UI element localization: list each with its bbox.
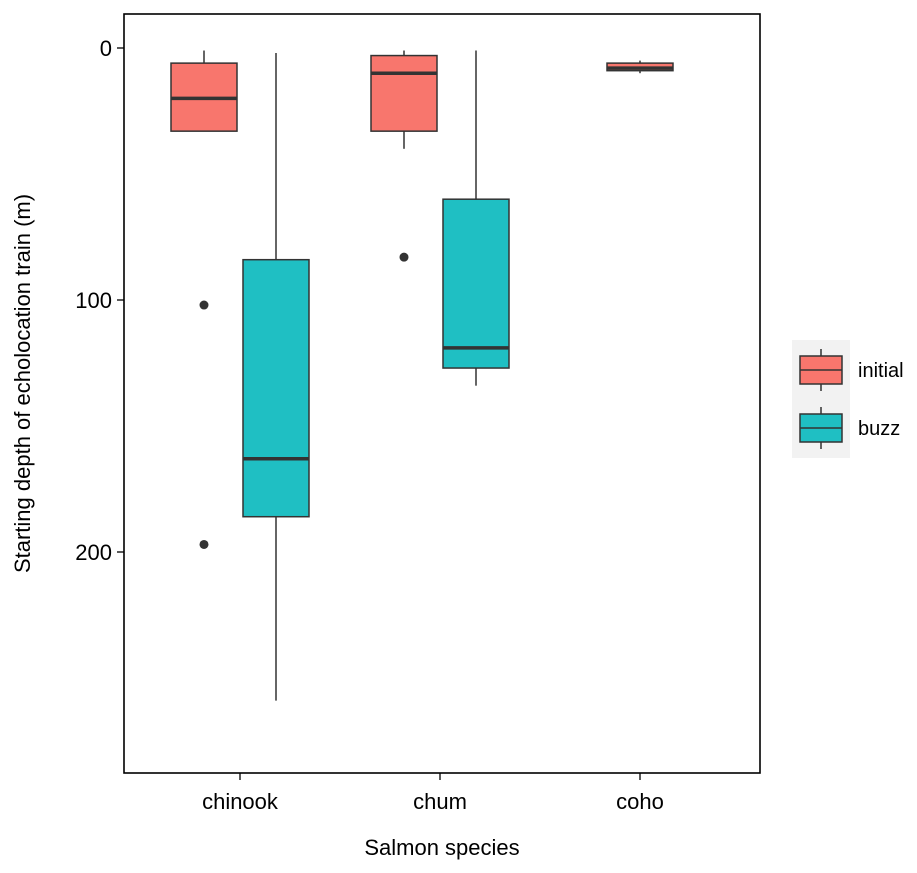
box-buzz-chinook xyxy=(242,53,310,701)
y-axis-title: Starting depth of echolocation train (m) xyxy=(10,194,35,573)
box-initial-chum xyxy=(370,50,438,262)
outlier-point xyxy=(199,539,209,549)
legend: initial buzz xyxy=(792,340,904,458)
outlier-point xyxy=(199,300,209,310)
legend-label: buzz xyxy=(858,418,900,440)
x-tick-label: chum xyxy=(413,789,467,814)
box-initial-coho xyxy=(606,60,674,74)
box-body xyxy=(442,198,510,369)
box-initial-chinook xyxy=(170,50,238,549)
legend-key-buzz xyxy=(799,407,843,449)
x-tick-label: coho xyxy=(616,789,664,814)
legend-label: initial xyxy=(858,360,904,382)
axis-layer: 0 100 200 chinook chum coho Salmon species Star… xyxy=(10,13,761,860)
x-tick-label: chinook xyxy=(202,789,279,814)
y-tick-label: 200 xyxy=(75,540,112,565)
plot-layer xyxy=(170,50,674,701)
box-body xyxy=(242,258,310,518)
y-tick-label: 0 xyxy=(100,36,112,61)
x-axis-title: Salmon species xyxy=(364,835,519,860)
panel-border xyxy=(123,13,761,774)
box-body xyxy=(370,54,438,132)
legend-key-initial xyxy=(799,349,843,391)
outlier-point xyxy=(399,252,409,262)
y-tick-label: 100 xyxy=(75,288,112,313)
box-buzz-chum xyxy=(442,50,510,386)
